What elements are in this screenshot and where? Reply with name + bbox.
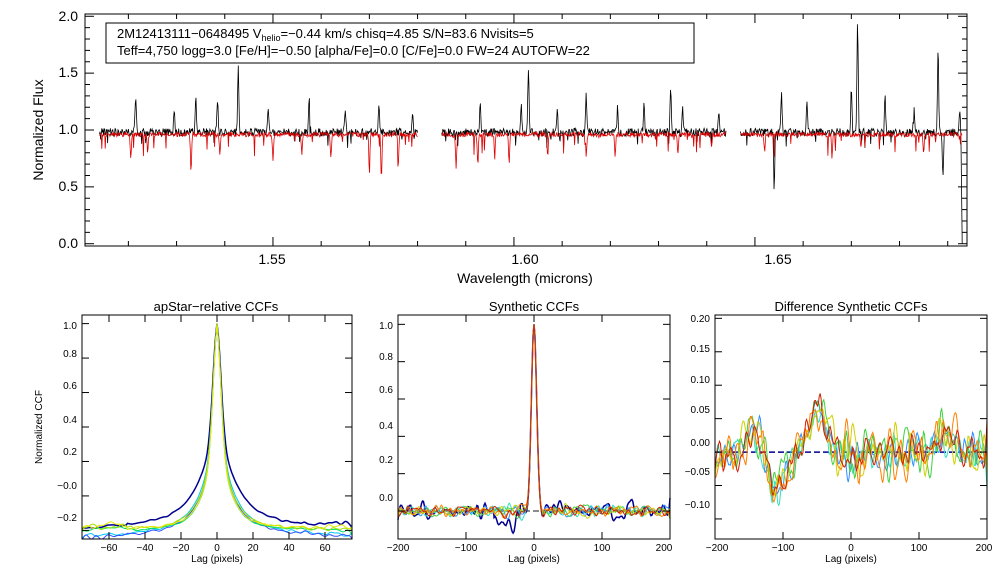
spectrum-x-tick-label-1: 1.55 [258,251,285,267]
ccf-series-visit-1 [81,323,353,539]
synthetic-y-tick-label-2: 0.2 [379,455,393,466]
apstar-x-tick-label-7: 60 [319,543,331,554]
synthetic-ccf-title: Synthetic CCFs [489,299,580,314]
info-box-frame [105,22,695,64]
synthetic-x-tick-label-2: −100 [455,543,478,554]
synthetic-y-tick-label-1: 0.0 [379,493,393,504]
difference-y-tick-label-5: 0.10 [691,375,711,386]
difference-ccf-panel: Difference Synthetic CCFs −200 −100 0 10… [685,299,993,565]
ccf-series-combined [81,323,353,530]
spectrum-x-axis-label: Wavelength (microns) [457,270,593,286]
spectrum-y-tick-label-4: 2.0 [59,8,79,24]
difference-y-tick-label-6: 0.15 [691,344,711,355]
apstar-y-tick-label-6: 0.8 [63,349,77,360]
ccf-series-visit-3 [714,398,988,497]
difference-ccf-ticks [714,315,988,539]
model-spectrum-line [99,130,963,175]
synthetic-x-tick-label-4: 100 [594,543,611,554]
spectrum-y-ticks [85,15,967,245]
apstar-y-tick-label-5: 0.6 [63,381,77,392]
apstar-x-tick-label-3: −20 [173,543,190,554]
spectrum-y-tick-label-1: 0.5 [59,178,79,194]
difference-y-tick-label-4: 0.05 [691,405,711,416]
ccf-series-visit-6 [397,324,671,520]
info-line-1: 2M12413111−0648495 Vhelio=−0.44 km/s chi… [117,26,534,43]
synthetic-x-tick-label-3: 0 [531,543,537,554]
info-line-2: Teff=4,750 logg=3.0 [Fe/H]=−0.50 [alpha/… [117,43,590,58]
spectrum-info-box: 2M12413111−0648495 Vhelio=−0.44 km/s chi… [105,22,695,64]
apstar-y-tick-label-2: −0.0 [57,481,77,492]
difference-x-tick-label-3: 0 [848,543,854,554]
spectrum-x-tick-label-2: 1.60 [511,251,538,267]
ccf-series-visit-2 [397,324,671,521]
apstar-ccf-title: apStar−relative CCFs [154,299,279,314]
difference-x-tick-label-2: −100 [772,543,795,554]
spectrum-x-tick-label-3: 1.65 [764,251,791,267]
apstar-ccf-lines [81,323,353,540]
apstar-ccf-panel: apStar−relative CCFs −60 −40 −20 0 20 40… [34,299,353,565]
synthetic-y-tick-label-5: 0.8 [379,352,393,363]
synthetic-x-tick-label-5: 200 [656,543,673,554]
ccf-series-visit-4 [714,407,988,498]
ccf-series-visit-5 [397,324,671,519]
synthetic-ccf-frame [397,314,671,540]
spectrum-traces [99,24,963,244]
info-line-1-star: 2M12413111−0648495 V [117,26,262,41]
info-line-1-subscript: helio [261,33,280,43]
ccf-series-visit-3 [81,323,353,535]
spectrum-y-tick-label-3: 1.5 [59,64,79,80]
ccf-series-visit-2 [81,323,353,540]
spectrum-y-tick-label-2: 1.0 [59,121,79,137]
apstar-x-tick-label-4: 0 [214,543,220,554]
apstar-ccf-frame [81,314,353,540]
difference-x-tick-label-5: 200 [976,543,993,554]
ccf-series-visit-6 [714,393,988,497]
ccf-series-visit-5 [81,323,353,531]
difference-ccf-frame [714,314,988,540]
info-line-1-values: =−0.44 km/s chisq=4.85 S/N=83.6 Nvisits=… [280,26,533,41]
apstar-x-tick-label-1: −60 [101,543,118,554]
difference-ccf-lines [714,393,988,507]
apstar-y-tick-label-7: 1.0 [63,321,77,332]
difference-y-tick-label-7: 0.20 [691,314,711,325]
synthetic-x-axis-label: Lag (pixels) [508,554,560,565]
spectrum-panel: 1.55 1.60 1.65 0.0 0.5 1.0 1.5 2.0 Wavel… [30,8,968,286]
difference-y-tick-label-2: −0.05 [685,467,711,478]
synthetic-ccf-panel: Synthetic CCFs −200 −100 0 100 200 0.0 0… [379,299,673,565]
ccf-series-visit-3 [397,324,671,520]
ccf-series-visit-4 [397,324,671,519]
apstar-x-tick-label-6: 40 [283,543,295,554]
apstar-y-axis-label: Normalized CCF [34,390,45,464]
ccf-series-combined [397,324,671,535]
apstar-y-tick-label-1: −0.2 [57,513,77,524]
synthetic-y-tick-label-6: 1.0 [379,321,393,332]
difference-x-tick-label-1: −200 [706,543,729,554]
difference-y-tick-label-1: −0.10 [685,500,711,511]
ccf-series-visit-4 [81,323,353,532]
synthetic-y-tick-label-3: 0.4 [379,421,393,432]
apstar-x-axis-label: Lag (pixels) [191,554,243,565]
ccf-series-visit-1 [397,324,671,521]
ccf-series-visit-2 [714,400,988,495]
synthetic-ccf-lines [397,324,671,535]
spectrum-x-ticks [127,14,949,246]
spectrum-y-axis-label: Normalized Flux [30,79,46,180]
spectrum-y-tick-label-0: 0.0 [59,235,79,251]
apstar-y-tick-label-4: 0.4 [63,415,77,426]
difference-x-tick-label-4: 100 [911,543,928,554]
difference-y-tick-label-3: 0.00 [691,438,711,449]
apstar-x-tick-label-5: 20 [247,543,259,554]
apstar-x-tick-label-2: −40 [137,543,154,554]
apstar-ccf-ticks [82,315,352,539]
difference-ccf-title: Difference Synthetic CCFs [775,299,928,314]
apstar-y-tick-label-3: 0.2 [63,447,77,458]
difference-x-axis-label: Lag (pixels) [825,554,877,565]
synthetic-y-tick-label-4: 0.6 [379,385,393,396]
synthetic-x-tick-label-1: −200 [387,543,410,554]
synthetic-ccf-ticks [397,315,671,539]
